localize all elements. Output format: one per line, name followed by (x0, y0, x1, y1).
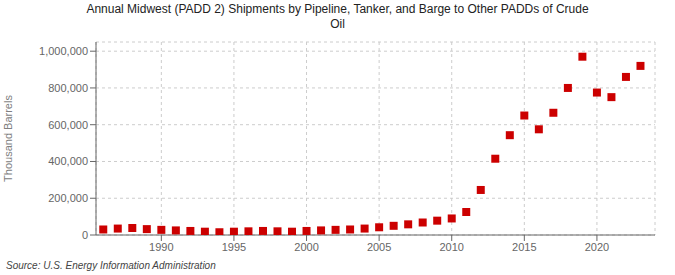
svg-text:1990: 1990 (149, 241, 173, 253)
svg-text:800,000: 800,000 (48, 82, 88, 94)
svg-text:2010: 2010 (439, 241, 463, 253)
html-text:Source: U.S. Energy Informatio: Source: U.S. Energy Information Administ… (6, 260, 216, 271)
svg-text:2005: 2005 (367, 241, 391, 253)
svg-text:200,000: 200,000 (48, 192, 88, 204)
svg-text:Thousand Barrels: Thousand Barrels (8, 95, 14, 182)
html-text:Annual Midwest (PADD 2) Shipme: Annual Midwest (PADD 2) Shipments by Pip… (86, 2, 589, 16)
svg-text:2015: 2015 (512, 241, 536, 253)
svg-text:1995: 1995 (222, 241, 246, 253)
svg-text:2020: 2020 (585, 241, 609, 253)
svg-text:2000: 2000 (294, 241, 318, 253)
html-text:Oil: Oil (330, 17, 345, 31)
svg-text:600,000: 600,000 (48, 119, 88, 131)
svg-text:0: 0 (82, 229, 88, 241)
svg-text:1,000,000: 1,000,000 (39, 45, 88, 57)
svg-text:400,000: 400,000 (48, 155, 88, 167)
